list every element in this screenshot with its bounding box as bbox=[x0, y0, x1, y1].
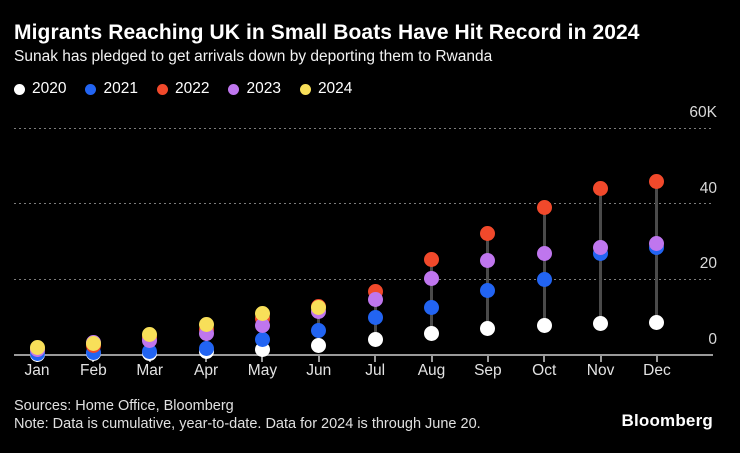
legend-label-2024: 2024 bbox=[317, 80, 353, 97]
x-label-mar: Mar bbox=[136, 362, 164, 379]
dot-2020-aug bbox=[424, 326, 440, 342]
x-label-jan: Jan bbox=[24, 362, 50, 379]
dot-2021-apr bbox=[198, 340, 214, 356]
x-tick-nov bbox=[599, 354, 602, 362]
range-stem-aug bbox=[430, 259, 434, 334]
x-label-jul: Jul bbox=[365, 362, 386, 379]
dot-2021-sep bbox=[480, 282, 496, 298]
gridline-60k bbox=[14, 127, 713, 130]
dot-2022-dec bbox=[649, 174, 665, 190]
y-tick-label-20: 20 bbox=[699, 255, 717, 273]
dot-2023-nov bbox=[593, 240, 609, 256]
dot-2023-sep bbox=[480, 252, 496, 268]
sources-text: Sources: Home Office, Bloomberg bbox=[14, 398, 234, 414]
x-tick-jul bbox=[374, 354, 377, 362]
dot-2021-jun bbox=[311, 322, 327, 338]
range-stem-sep bbox=[486, 233, 490, 329]
x-tick-jun bbox=[317, 354, 320, 362]
x-tick-oct bbox=[543, 354, 546, 362]
dot-2021-aug bbox=[424, 299, 440, 315]
x-label-dec: Dec bbox=[643, 362, 671, 379]
dot-2023-dec bbox=[649, 235, 665, 251]
dot-2021-may bbox=[254, 332, 270, 348]
range-stem-oct bbox=[542, 207, 546, 326]
dot-2023-aug bbox=[424, 271, 440, 287]
x-tick-may bbox=[261, 354, 264, 362]
x-label-feb: Feb bbox=[80, 362, 107, 379]
dot-2020-sep bbox=[480, 320, 496, 336]
dot-2023-jul bbox=[367, 291, 383, 307]
x-tick-dec bbox=[655, 354, 658, 362]
x-label-may: May bbox=[247, 362, 278, 379]
dot-2024-jan bbox=[29, 340, 45, 356]
chart-title: Migrants Reaching UK in Small Boats Have… bbox=[14, 21, 640, 44]
dot-2022-oct bbox=[536, 200, 552, 216]
dot-2024-mar bbox=[142, 327, 158, 343]
dot-2020-jun bbox=[311, 338, 327, 354]
dot-2023-oct bbox=[536, 245, 552, 261]
bloomberg-logo: Bloomberg bbox=[621, 411, 713, 430]
y-tick-label-0: 0 bbox=[708, 330, 717, 348]
legend-label-2021: 2021 bbox=[103, 80, 138, 97]
chart-legend: 2020 2021 2022 2023 2024 bbox=[14, 80, 352, 98]
dot-2020-jul bbox=[367, 331, 383, 347]
chart-subtitle: Sunak has pledged to get arrivals down b… bbox=[14, 48, 493, 65]
x-label-nov: Nov bbox=[586, 362, 615, 379]
x-tick-sep bbox=[486, 354, 489, 362]
legend-dot-2022 bbox=[156, 83, 168, 95]
dot-2024-may bbox=[254, 305, 270, 321]
dot-2020-nov bbox=[593, 316, 609, 332]
legend-item-2022: 2022 bbox=[156, 80, 210, 98]
dot-2022-nov bbox=[593, 181, 609, 197]
dot-2024-apr bbox=[198, 317, 214, 333]
x-label-sep: Sep bbox=[474, 362, 502, 379]
dot-2022-aug bbox=[424, 252, 440, 268]
x-label-aug: Aug bbox=[417, 362, 446, 379]
dot-2024-jun bbox=[311, 300, 327, 316]
gridline-20 bbox=[14, 278, 713, 281]
legend-item-2021: 2021 bbox=[85, 80, 138, 98]
dot-2020-oct bbox=[536, 318, 552, 334]
legend-dot-2023 bbox=[228, 83, 240, 95]
x-tick-aug bbox=[430, 354, 433, 362]
legend-dot-2021 bbox=[85, 83, 97, 95]
x-label-jun: Jun bbox=[306, 362, 332, 379]
dot-2021-jul bbox=[367, 310, 383, 326]
dot-2022-sep bbox=[480, 226, 496, 242]
dot-2023-may bbox=[254, 318, 270, 334]
legend-item-2023: 2023 bbox=[228, 80, 281, 98]
dot-2021-mar bbox=[142, 343, 158, 359]
legend-label-2023: 2023 bbox=[246, 80, 281, 97]
x-label-oct: Oct bbox=[532, 362, 557, 379]
dot-2024-feb bbox=[85, 336, 101, 352]
dot-2021-oct bbox=[536, 272, 552, 288]
legend-item-2024: 2024 bbox=[299, 80, 353, 98]
legend-dot-2020 bbox=[14, 83, 25, 95]
legend-dot-2024 bbox=[299, 83, 311, 95]
legend-label-2022: 2022 bbox=[174, 80, 210, 97]
note-text: Note: Data is cumulative, year-to-date. … bbox=[14, 416, 481, 432]
gridline-40 bbox=[14, 203, 713, 206]
x-axis-line bbox=[14, 353, 713, 356]
dot-2020-dec bbox=[649, 314, 665, 330]
y-tick-label-40: 40 bbox=[699, 179, 717, 197]
legend-label-2020: 2020 bbox=[32, 80, 67, 97]
legend-item-2020: 2020 bbox=[14, 80, 66, 98]
x-label-apr: Apr bbox=[194, 362, 219, 379]
y-tick-label-60k: 60K bbox=[689, 104, 717, 122]
